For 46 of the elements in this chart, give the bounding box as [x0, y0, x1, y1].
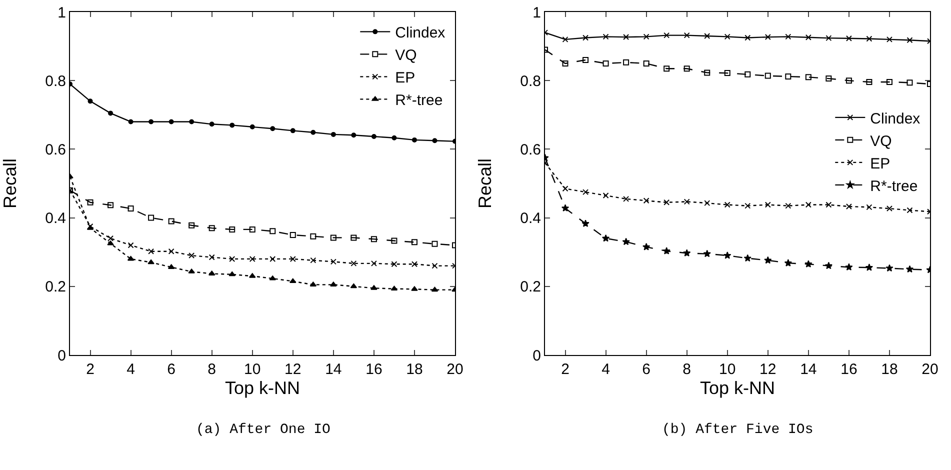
x-axis-title: Top k-NN	[224, 378, 300, 398]
legend-label: R*-tree	[395, 92, 443, 110]
x-tick-label: 8	[682, 361, 692, 378]
x-tick-label: 14	[800, 361, 817, 378]
y-tick-label: 1	[58, 4, 66, 22]
legend-label: EP	[395, 70, 416, 87]
y-tick-label: 0.6	[520, 141, 541, 158]
y-tick-label: 0.8	[520, 72, 541, 90]
x-tick-label: 16	[366, 361, 382, 378]
legend-label: Clindex	[870, 110, 921, 128]
x-tick-label: 12	[284, 361, 302, 378]
x-tick-label: 12	[760, 361, 776, 378]
y-tick-label: 0.2	[520, 278, 541, 296]
text: (b) After Five IOs	[662, 422, 814, 438]
y-tick-label: 0.4	[520, 210, 541, 228]
x-tick-label: 14	[325, 361, 342, 378]
x-tick-label: 4	[602, 361, 610, 378]
legend-label: Clindex	[395, 24, 446, 42]
y-tick-label: 1	[532, 4, 541, 22]
x-tick-label: 6	[642, 361, 650, 378]
x-tick-label: 4	[126, 361, 135, 378]
y-tick-label: 0.2	[45, 278, 66, 296]
legend-label: R*-tree	[870, 178, 918, 195]
y-tick-label: 0.8	[45, 72, 66, 90]
x-axis-title: Top k-NN	[700, 378, 776, 398]
legend-label: VQ	[870, 132, 892, 150]
legend-label: EP	[870, 155, 890, 172]
x-tick-label: 6	[167, 361, 176, 378]
x-tick-label: 20	[922, 361, 938, 378]
y-axis-title: Recall	[0, 158, 20, 209]
y-tick-label: 0	[532, 347, 541, 364]
x-tick-label: 20	[446, 361, 464, 378]
x-tick-label: 8	[208, 361, 216, 378]
x-tick-label: 18	[881, 361, 898, 378]
x-tick-label: 10	[719, 361, 736, 378]
x-tick-label: 2	[561, 361, 570, 378]
x-tick-label: 18	[406, 361, 423, 378]
y-tick-label: 0.6	[45, 141, 66, 158]
legend-label: VQ	[395, 47, 417, 64]
y-tick-label: 0	[58, 347, 66, 364]
y-tick-label: 0.4	[45, 210, 66, 228]
text: (a) After One IO	[196, 422, 330, 438]
x-tick-label: 16	[840, 361, 858, 378]
x-tick-label: 2	[86, 361, 94, 378]
x-tick-label: 10	[244, 361, 261, 378]
y-axis-title: Recall	[475, 158, 495, 209]
